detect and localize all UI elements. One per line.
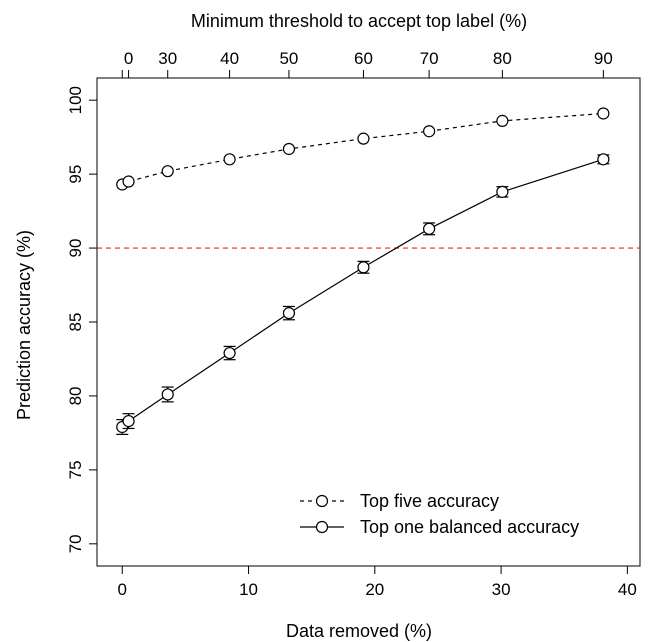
legend-marker-1 (315, 494, 329, 508)
top-tick-label: 70 (420, 49, 439, 68)
data-point (597, 153, 610, 166)
y-tick-label: 80 (66, 386, 85, 405)
data-point (223, 153, 236, 166)
top-tick-label: 80 (493, 49, 512, 68)
top-tick-label: 90 (594, 49, 613, 68)
data-point (223, 346, 236, 360)
data-point (496, 185, 509, 198)
y-tick-label: 75 (66, 460, 85, 479)
y-tick-label: 100 (66, 86, 85, 114)
y-tick-label: 70 (66, 534, 85, 553)
top-axis-label: Minimum threshold to accept top label (%… (191, 11, 527, 31)
data-point (357, 261, 370, 274)
data-point (161, 165, 174, 178)
y-tick-label: 90 (66, 239, 85, 258)
series-line-2 (121, 158, 604, 428)
top-tick-label: 60 (354, 49, 373, 68)
data-point (122, 414, 135, 428)
data-point (357, 132, 370, 145)
data-point (597, 107, 610, 120)
data-point (423, 222, 436, 235)
data-point (282, 307, 296, 320)
plot-area: 0 10 20 30 40 70 75 80 85 90 95 100 0 30 40 50 60 70 80 90 T… (66, 49, 641, 599)
x-tick-label: 10 (239, 580, 258, 599)
legend-marker-2 (315, 520, 329, 534)
top-tick-label: 50 (279, 49, 298, 68)
x-tick-label: 20 (365, 580, 384, 599)
legend-entry: Top five accuracy (360, 491, 499, 511)
top-tick-label: 0 (124, 49, 133, 68)
data-point (122, 175, 135, 188)
x-tick-label: 40 (618, 580, 637, 599)
top-tick-label: 40 (220, 49, 239, 68)
data-point (423, 125, 436, 138)
y-tick-label: 85 (66, 313, 85, 332)
data-point (161, 388, 174, 401)
x-tick-label: 30 (492, 580, 511, 599)
legend-entry: Top one balanced accuracy (360, 517, 579, 537)
x-axis-label: Data removed (%) (286, 621, 432, 641)
top-tick-label: 30 (158, 49, 177, 68)
data-point (282, 142, 296, 156)
y-tick-label: 95 (66, 165, 85, 184)
data-point (496, 114, 509, 127)
x-tick-label: 0 (118, 580, 127, 599)
y-axis-label: Prediction accuracy (%) (14, 230, 34, 420)
series-line-1 (122, 112, 604, 186)
